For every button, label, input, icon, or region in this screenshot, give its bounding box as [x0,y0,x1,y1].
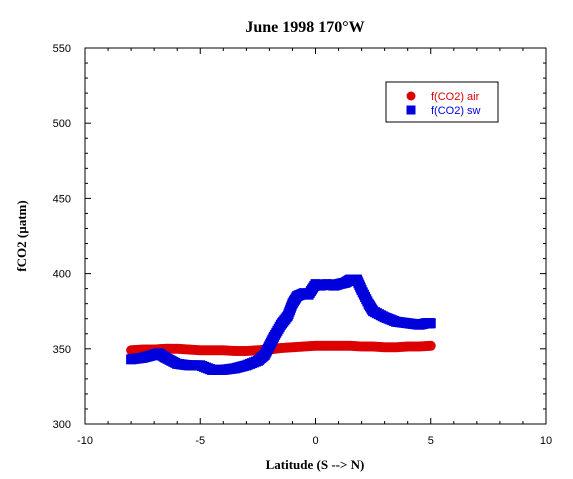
y-tick-label: 400 [53,269,71,281]
x-tick-label: 0 [312,435,318,447]
legend-box [385,81,499,123]
y-axis-label: fCO2 (µatm) [14,200,29,271]
data-point [425,318,436,329]
chart-title: June 1998 170°W [245,19,364,36]
x-tick-label: -10 [77,435,93,447]
axis-ticks [84,47,547,425]
tick-labels: -10 -5 0 5 10 300 350 400 450 500 550 [53,43,552,447]
x-tick-label: 5 [428,435,434,447]
legend-marker-air [406,91,416,101]
y-tick-label: 550 [53,43,71,55]
y-tick-label: 450 [53,193,71,205]
series-sw [126,274,436,375]
legend: f(CO2) air f(CO2) sw [385,81,499,123]
x-tick-label: 10 [540,435,552,447]
x-axis-label: Latitude (S --> N) [266,457,365,472]
y-tick-label: 300 [53,419,71,431]
legend-label-air: f(CO2) air [431,91,480,103]
y-tick-label: 500 [53,118,71,130]
series-layer [126,274,436,375]
legend-marker-sw [406,105,416,115]
x-tick-label: -5 [195,435,205,447]
legend-label-sw: f(CO2) sw [431,105,481,117]
data-point [425,340,436,351]
y-tick-label: 350 [53,344,71,356]
series-air [126,340,436,357]
